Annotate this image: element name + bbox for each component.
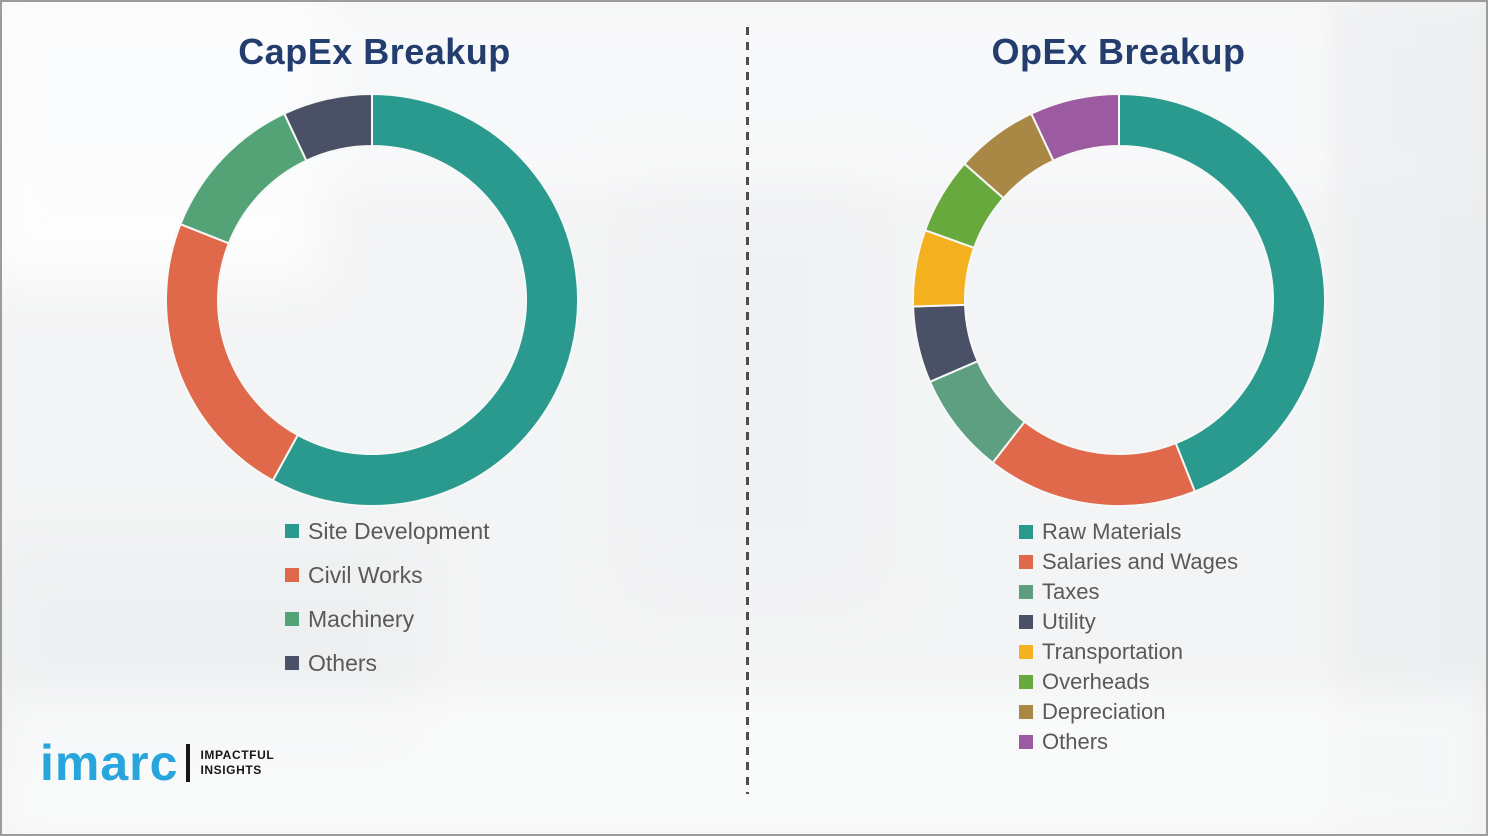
legend-swatch-others (285, 656, 299, 670)
legend-item-civil-works: Civil Works (285, 553, 490, 597)
capex-legend: Site Development Civil Works Machinery Othe… (285, 509, 490, 685)
legend-item-taxes: Taxes (1019, 577, 1238, 607)
legend-swatch-utility (1019, 615, 1033, 629)
donut-segment-raw-materials (1118, 92, 1326, 493)
imarc-logo-tagline: IMPACTFUL INSIGHTS (200, 748, 274, 778)
legend-item-others: Others (285, 641, 490, 685)
donut-segment-others (282, 92, 373, 162)
opex-chart-title: OpEx Breakup (991, 31, 1246, 72)
donut-segment-others (1029, 92, 1120, 162)
legend-label-civil-works: Civil Works (308, 561, 423, 588)
legend-label-others: Others (308, 649, 378, 676)
legend-swatch-transportation (1019, 645, 1033, 659)
legend-label-overheads: Overheads (1042, 669, 1150, 694)
opex-donut-chart (912, 92, 1326, 507)
imarc-logo-separator (186, 744, 191, 782)
legend-label-depreciation: Depreciation (1042, 699, 1166, 724)
legend-item-overheads: Overheads (1019, 667, 1238, 697)
legend-item-depreciation: Depreciation (1019, 697, 1238, 727)
legend-swatch-site-development (285, 524, 299, 538)
legend-swatch-salaries-and-wages (1019, 555, 1033, 569)
legend-label-taxes: Taxes (1042, 579, 1100, 604)
legend-item-transportation: Transportation (1019, 637, 1238, 667)
legend-label-raw-materials: Raw Materials (1042, 519, 1182, 544)
donut-segment-machinery (179, 112, 308, 245)
imarc-tagline-line2: INSIGHTS (200, 763, 262, 777)
capex-donut-chart (165, 92, 579, 507)
legend-swatch-civil-works (285, 568, 299, 582)
opex-legend: Raw Materials Salaries and Wages Taxes Util… (1019, 517, 1238, 757)
legend-item-utility: Utility (1019, 607, 1238, 637)
imarc-logo: imarc IMPACTFUL INSIGHTS (40, 738, 274, 788)
imarc-logo-text: imarc (40, 735, 179, 791)
legend-swatch-others (1019, 735, 1033, 749)
legend-label-others: Others (1042, 729, 1109, 754)
donut-segment-site-development (271, 92, 579, 507)
legend-swatch-overheads (1019, 675, 1033, 689)
legend-swatch-depreciation (1019, 705, 1033, 719)
legend-label-salaries-and-wages: Salaries and Wages (1042, 549, 1239, 574)
legend-swatch-machinery (285, 612, 299, 626)
legend-label-utility: Utility (1042, 609, 1096, 634)
legend-item-machinery: Machinery (285, 597, 490, 641)
donut-segment-civil-works (165, 222, 300, 482)
donut-segment-salaries-and-wages (991, 420, 1197, 507)
legend-item-site-development: Site Development (285, 509, 490, 553)
legend-swatch-raw-materials (1019, 525, 1033, 539)
legend-label-transportation: Transportation (1042, 639, 1184, 664)
legend-item-raw-materials: Raw Materials (1019, 517, 1238, 547)
dashed-divider (746, 27, 749, 794)
capex-chart-title: CapEx Breakup (238, 31, 511, 72)
imarc-tagline-line1: IMPACTFUL (200, 748, 275, 762)
opex-panel: OpEx Breakup Raw Materials Salaries and W… (747, 2, 1486, 834)
legend-item-salaries-and-wages: Salaries and Wages (1019, 547, 1238, 577)
capex-panel: CapEx Breakup Site Development Civil Work… (2, 2, 747, 834)
legend-item-others: Others (1019, 727, 1238, 757)
legend-label-machinery: Machinery (308, 605, 415, 632)
legend-label-site-development: Site Development (308, 517, 490, 544)
legend-swatch-taxes (1019, 585, 1033, 599)
